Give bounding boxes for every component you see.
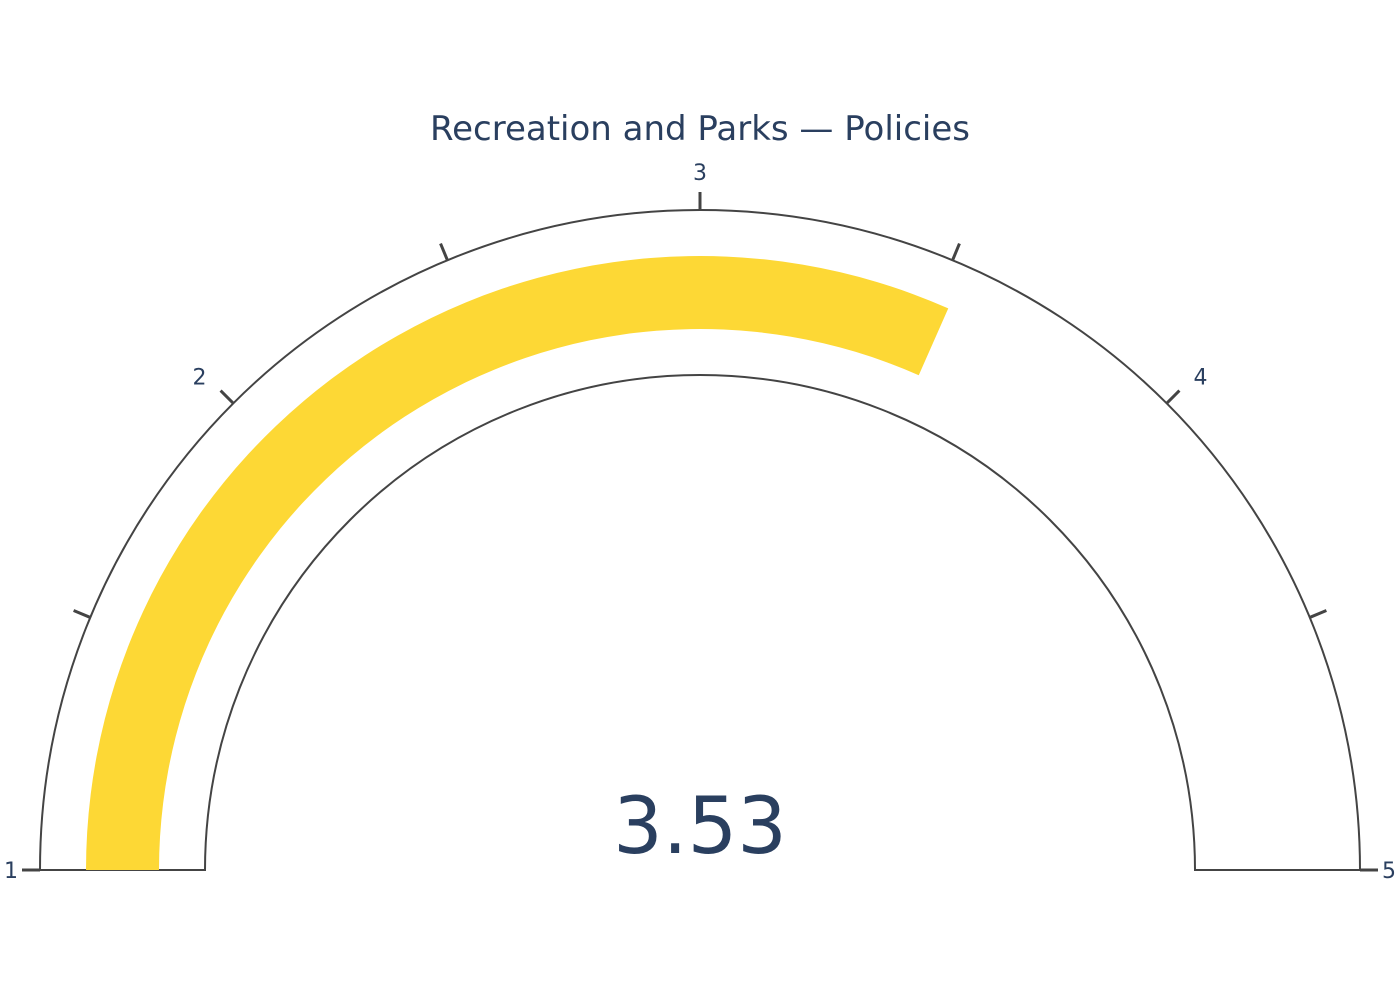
gauge-tick-minor-3.5	[951, 243, 961, 261]
chart-title: Recreation and Parks — Policies	[430, 109, 970, 149]
gauge-tick-major-4	[1165, 389, 1181, 405]
gauge-tick-labels: 1 2 3 4 5	[4, 161, 1396, 884]
gauge-value-bar	[86, 256, 949, 870]
gauge-tick-major-2	[219, 389, 235, 405]
gauge-ticks	[22, 192, 1378, 872]
gauge-tick-label-1: 1	[4, 859, 18, 884]
gauge-tick-minor-2.5	[439, 243, 449, 261]
gauge-tick-minor-4.5	[1309, 609, 1327, 619]
gauge-tick-label-4: 4	[1194, 365, 1208, 390]
gauge-value-readout: 3.53	[613, 782, 787, 872]
gauge-outline	[38, 209, 1362, 871]
gauge-tick-minor-1.5	[73, 609, 91, 619]
gauge-tick-label-3: 3	[693, 161, 707, 186]
gauge-tick-label-5: 5	[1382, 859, 1396, 884]
gauge-tick-label-2: 2	[192, 365, 206, 390]
